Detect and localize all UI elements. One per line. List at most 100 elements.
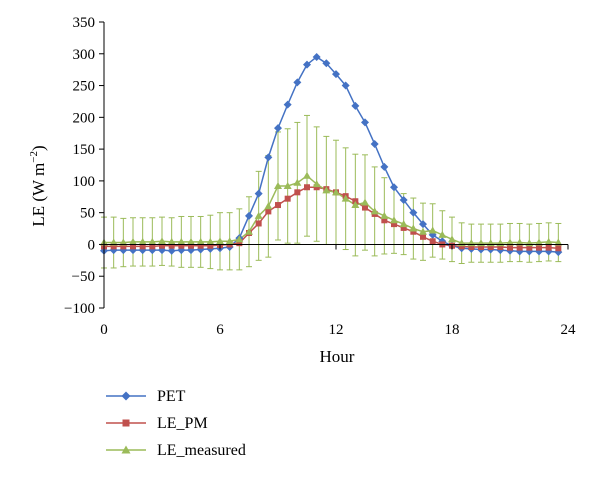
point-le-measured bbox=[264, 202, 273, 210]
y-tick-label: 250 bbox=[73, 79, 96, 95]
y-tick-label: 150 bbox=[73, 142, 96, 158]
x-axis-title: Hour bbox=[320, 347, 355, 366]
point-le-measured bbox=[341, 194, 350, 202]
point-le-measured bbox=[206, 237, 215, 245]
legend-swatch-marker bbox=[121, 391, 131, 401]
point-pet bbox=[351, 101, 360, 110]
point-le-pm bbox=[468, 243, 475, 250]
y-axis-title-close: ) bbox=[29, 145, 48, 151]
point-le-measured bbox=[544, 237, 553, 245]
point-pet bbox=[361, 118, 369, 127]
point-pet bbox=[341, 81, 350, 90]
point-pet bbox=[370, 140, 379, 149]
point-le-pm bbox=[507, 244, 513, 251]
x-tick-label: 0 bbox=[100, 322, 108, 338]
point-le-measured bbox=[167, 237, 176, 245]
point-le-measured bbox=[380, 211, 389, 219]
point-le-measured bbox=[428, 226, 437, 234]
y-tick-label: 50 bbox=[80, 206, 95, 222]
point-le-measured bbox=[283, 181, 292, 189]
point-le-pm bbox=[381, 217, 388, 224]
point-le-pm bbox=[526, 244, 533, 251]
point-le-pm bbox=[207, 242, 214, 249]
point-le-pm bbox=[516, 244, 523, 251]
point-le-pm bbox=[236, 240, 243, 247]
y-axis-ticks: −100 −50 0 50 100 150 200 250 300 350 bbox=[64, 15, 104, 317]
x-tick-label: 18 bbox=[445, 322, 460, 338]
y-tick-label: 200 bbox=[73, 110, 96, 126]
point-le-measured bbox=[554, 238, 563, 246]
point-le-measured bbox=[535, 238, 543, 246]
y-tick-label: 0 bbox=[88, 237, 96, 253]
point-le-pm bbox=[478, 243, 484, 250]
legend: PET LE_PM LE_measured bbox=[106, 388, 246, 459]
point-le-pm bbox=[110, 243, 117, 250]
point-le-measured bbox=[399, 220, 408, 228]
point-pet bbox=[254, 189, 263, 198]
point-le-pm bbox=[487, 243, 494, 250]
legend-swatch-marker bbox=[122, 419, 130, 427]
y-axis-title-superscript: −2 bbox=[28, 151, 40, 163]
x-tick-label: 6 bbox=[216, 322, 224, 338]
point-le-pm bbox=[188, 242, 194, 249]
legend-swatch-marker bbox=[121, 445, 131, 454]
point-le-pm bbox=[120, 243, 127, 250]
point-le-pm bbox=[497, 243, 504, 250]
point-le-measured bbox=[254, 211, 263, 219]
point-le-pm bbox=[391, 221, 397, 228]
point-le-pm bbox=[130, 243, 136, 250]
y-axis-title-main: LE (W m bbox=[29, 163, 48, 227]
point-le-measured bbox=[409, 224, 418, 232]
legend-item-pet: PET bbox=[106, 388, 186, 405]
point-le-measured bbox=[129, 237, 137, 245]
point-le-measured bbox=[158, 237, 166, 245]
legend-item-le-pm: LE_PM bbox=[106, 415, 208, 432]
point-le-pm bbox=[197, 242, 204, 249]
point-le-pm bbox=[362, 204, 368, 211]
point-le-measured bbox=[235, 235, 244, 243]
point-le-pm bbox=[545, 244, 552, 251]
point-le-measured bbox=[506, 238, 514, 246]
point-pet bbox=[283, 100, 292, 109]
y-tick-label: 350 bbox=[73, 15, 96, 31]
point-le-measured bbox=[390, 216, 398, 224]
point-pet bbox=[312, 52, 321, 61]
point-pet bbox=[399, 195, 408, 204]
point-le-measured bbox=[109, 238, 118, 246]
x-tick-label: 12 bbox=[329, 322, 344, 338]
point-le-measured bbox=[448, 235, 456, 243]
point-le-pm bbox=[536, 244, 542, 251]
point-le-pm bbox=[265, 208, 272, 215]
point-pet bbox=[332, 70, 340, 79]
point-le-pm bbox=[255, 220, 262, 227]
point-le-pm bbox=[429, 238, 436, 245]
point-le-pm bbox=[168, 242, 175, 249]
point-pet bbox=[245, 211, 253, 220]
y-tick-label: 100 bbox=[73, 174, 96, 190]
x-axis-ticks: 0 6 12 18 24 bbox=[100, 244, 576, 338]
point-le-pm bbox=[275, 202, 281, 209]
point-le-measured bbox=[225, 237, 234, 245]
point-pet bbox=[293, 78, 302, 87]
point-le-measured bbox=[515, 238, 524, 246]
point-le-pm bbox=[159, 242, 165, 249]
point-le-measured bbox=[245, 227, 253, 235]
point-le-measured bbox=[322, 186, 331, 194]
point-le-measured bbox=[351, 201, 360, 209]
y-tick-label: −50 bbox=[72, 269, 95, 285]
point-le-measured bbox=[438, 230, 447, 238]
point-le-measured bbox=[177, 237, 186, 245]
point-le-measured bbox=[332, 188, 340, 196]
point-le-measured bbox=[187, 237, 195, 245]
point-le-measured bbox=[303, 171, 311, 179]
point-pet bbox=[264, 153, 273, 162]
point-le-measured bbox=[119, 238, 128, 246]
x-tick-label: 24 bbox=[561, 322, 577, 338]
point-pet bbox=[303, 60, 311, 69]
point-le-pm bbox=[149, 243, 156, 250]
point-pet bbox=[167, 246, 176, 255]
legend-label: PET bbox=[157, 388, 186, 405]
point-le-measured bbox=[196, 237, 205, 245]
point-le-measured bbox=[274, 181, 282, 189]
